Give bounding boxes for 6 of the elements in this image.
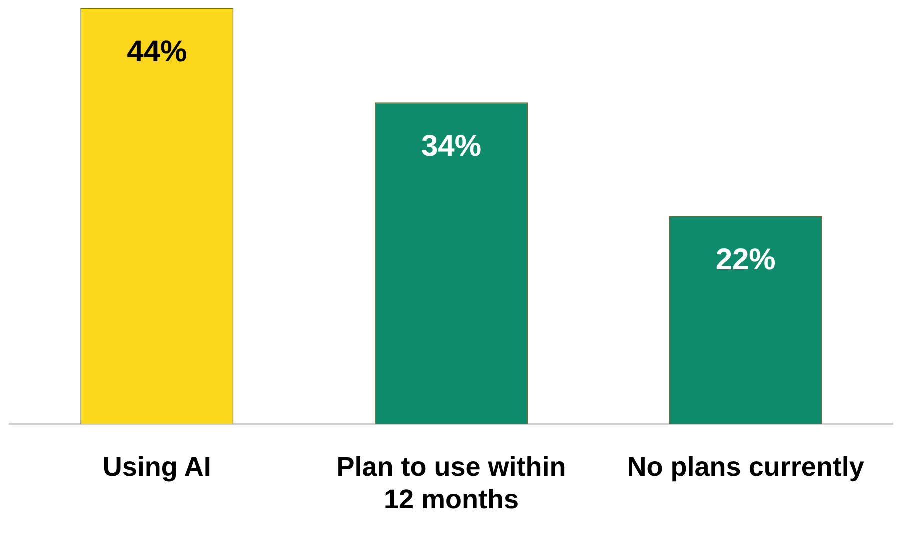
data-label: 22%: [716, 243, 776, 276]
data-label: 34%: [421, 130, 482, 163]
data-label: 44%: [127, 35, 188, 68]
x-tick-label: Using AI: [102, 452, 212, 482]
x-tick-label: Plan to use within 12 months: [336, 452, 566, 514]
x-tick-label: No plans currently: [627, 452, 864, 482]
